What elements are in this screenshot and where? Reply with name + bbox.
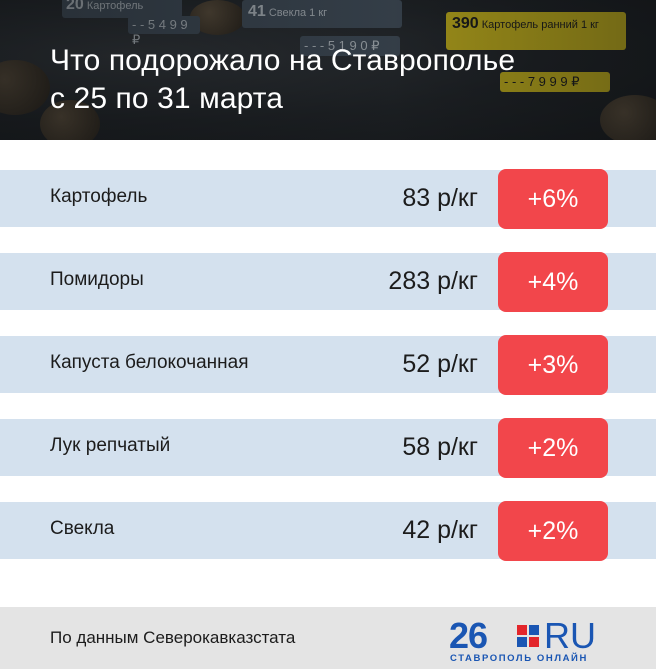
list-item: Свекла 42 р/кг +2% <box>0 501 656 561</box>
price-tag-number: 390 <box>452 15 479 32</box>
price-tag-1: 20 Картофель <box>62 0 182 18</box>
logo-number: 26 <box>449 615 488 656</box>
data-source-note: По данным Северокавказстата <box>50 628 296 647</box>
page-title-line-2: с 25 по 31 марта <box>50 82 284 115</box>
list-item: Картофель 83 р/кг +6% <box>0 169 656 229</box>
logo-subtitle: СТАВРОПОЛЬ ОНЛАЙН <box>450 653 588 664</box>
list-item: Помидоры 283 р/кг +4% <box>0 252 656 312</box>
list-item: Лук репчатый 58 р/кг +2% <box>0 418 656 478</box>
price-change-badge: +3% <box>498 335 608 395</box>
logo-square-icon <box>517 637 527 647</box>
product-name: Свекла <box>50 518 115 539</box>
price-tag-name: Свекла 1 кг <box>268 7 328 19</box>
page-title-line-1: Что подорожало на Ставрополье <box>50 44 516 77</box>
potato-shape <box>0 60 50 115</box>
product-name: Капуста белокочанная <box>50 352 249 373</box>
logo-square-icon <box>529 625 539 635</box>
product-price: 283 р/кг <box>388 267 478 295</box>
price-change-badge: +2% <box>498 418 608 478</box>
price-tag-number: 20 <box>66 0 84 13</box>
price-change-badge: +4% <box>498 252 608 312</box>
product-price: 83 р/кг <box>402 184 478 212</box>
price-tag-number: 41 <box>248 3 266 20</box>
product-price: 58 р/кг <box>402 433 478 461</box>
price-tag-1-price: - - 5 4 9 9 ₽ <box>128 16 200 47</box>
product-name: Картофель <box>50 186 148 207</box>
price-change-badge: +6% <box>498 169 608 229</box>
product-name: Лук репчатый <box>50 435 171 456</box>
footer: По данным Северокавказстата 26 RU СТАВРО… <box>0 607 656 669</box>
price-tag-name: Картофель ранний 1 кг <box>481 19 599 31</box>
product-name: Помидоры <box>50 269 144 290</box>
logo-square-icon <box>517 625 527 635</box>
logo-domain: RU <box>544 615 596 656</box>
header-photo: 20 Картофель - - 5 4 9 9 ₽ 41 Свекла 1 к… <box>0 0 656 140</box>
page-title: Что подорожало на Ставрополье с 25 по 31… <box>50 42 630 118</box>
price-tag-2: 41 Свекла 1 кг <box>242 0 402 28</box>
product-price: 52 р/кг <box>402 350 478 378</box>
site-logo[interactable]: 26 RU СТАВРОПОЛЬ ОНЛАЙН <box>449 615 609 665</box>
product-price: 42 р/кг <box>402 516 478 544</box>
list-item: Капуста белокочанная 52 р/кг +3% <box>0 335 656 395</box>
logo-square-icon <box>529 637 539 647</box>
price-change-badge: +2% <box>498 501 608 561</box>
price-tag-name: Картофель <box>86 0 144 12</box>
potato-shape <box>190 0 245 35</box>
